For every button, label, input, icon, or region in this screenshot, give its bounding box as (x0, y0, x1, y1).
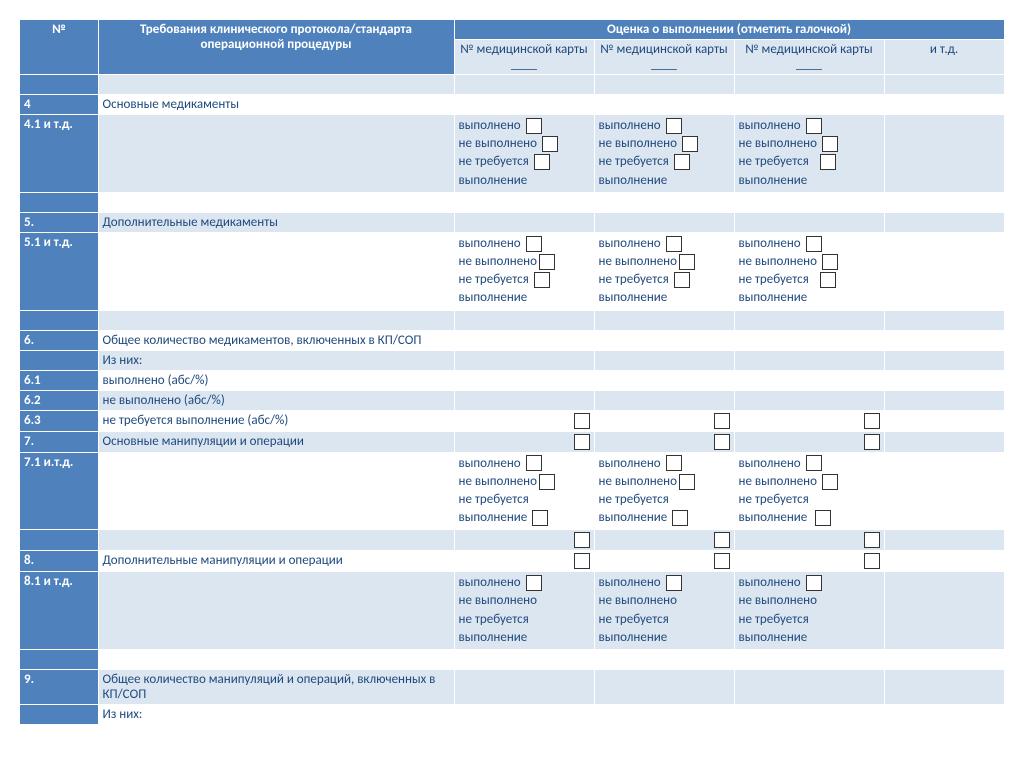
checkbox[interactable] (672, 510, 688, 526)
checkbox[interactable] (714, 553, 730, 569)
checkbox[interactable] (574, 434, 590, 450)
row-4-num: 4 (20, 95, 98, 115)
checkbox[interactable] (864, 413, 880, 429)
checkbox[interactable] (806, 236, 822, 252)
checkbox[interactable] (674, 272, 690, 288)
opts-71-c1: выполнено не выполнено не требуется выпо… (454, 452, 594, 530)
row-7-num: 7. (20, 431, 98, 452)
checkbox[interactable] (682, 136, 698, 152)
checkbox[interactable] (714, 434, 730, 450)
row-9a-txt: Из них: (98, 705, 454, 725)
checkbox[interactable] (666, 118, 682, 134)
row-71-num: 7.1 и.т.д. (20, 452, 98, 530)
checkbox[interactable] (532, 510, 548, 526)
row-8-txt: Дополнительные манипуляции и операции (98, 551, 454, 572)
opts-41-c3: выполнено не выполнено не требуется выпо… (734, 115, 884, 193)
row-6-txt: Общее количество медикаментов, включенны… (98, 330, 454, 350)
row-9-txt: Общее количество манипуляций и операций,… (98, 670, 454, 705)
row-61-txt: выполнено (абс/%) (98, 370, 454, 390)
opts-81-c1: выполнено не выполнено не требуется выпо… (454, 572, 594, 650)
checkbox[interactable] (666, 236, 682, 252)
row-7-txt: Основные манипуляции и операции (98, 431, 454, 452)
col-sub-card-2: № медицинской карты ____ (594, 40, 734, 75)
checkbox[interactable] (822, 254, 838, 270)
checkbox[interactable] (679, 254, 695, 270)
checkbox[interactable] (822, 474, 838, 490)
row-61-num: 6.1 (20, 370, 98, 390)
checkbox[interactable] (820, 272, 836, 288)
checkbox[interactable] (864, 434, 880, 450)
checkbox[interactable] (666, 455, 682, 471)
checkbox[interactable] (574, 553, 590, 569)
checkbox[interactable] (542, 136, 558, 152)
row-6-num: 6. (20, 330, 98, 350)
checkbox[interactable] (534, 154, 550, 170)
opts-81-c3: выполнено не выполнено не требуется выпо… (734, 572, 884, 650)
checkbox[interactable] (806, 118, 822, 134)
row-41-num: 4.1 и т.д. (20, 115, 98, 193)
checkbox[interactable] (526, 575, 542, 591)
row-62-num: 6.2 (20, 390, 98, 410)
col-sub-card-3: № медицинской карты ____ (734, 40, 884, 75)
row-4-txt: Основные медикаменты (98, 95, 454, 115)
checkbox[interactable] (714, 532, 730, 548)
checkbox[interactable] (820, 154, 836, 170)
opts-51-c1: выполнено не выполнено не требуется выпо… (454, 232, 594, 310)
checkbox[interactable] (806, 455, 822, 471)
checkbox[interactable] (534, 272, 550, 288)
opts-41-c1: выполнено не выполнено не требуется выпо… (454, 115, 594, 193)
col-header-num: № (20, 20, 98, 75)
checkbox[interactable] (679, 474, 695, 490)
row-8-num: 8. (20, 551, 98, 572)
row-63-num: 6.3 (20, 410, 98, 431)
checkbox[interactable] (539, 474, 555, 490)
row-63-txt: не требуется выполнение (абс/%) (98, 410, 454, 431)
checkbox[interactable] (526, 118, 542, 134)
checkbox[interactable] (574, 532, 590, 548)
row-81-num: 8.1 и т.д. (20, 572, 98, 650)
row-6a-txt: Из них: (98, 350, 454, 370)
col-header-eval: Оценка о выполнении (отметить галочкой) (454, 20, 1004, 40)
row-62-txt: не выполнено (абс/%) (98, 390, 454, 410)
opts-71-c3: выполнено не выполнено не требуется выпо… (734, 452, 884, 530)
checkbox[interactable] (822, 136, 838, 152)
checkbox[interactable] (526, 455, 542, 471)
checkbox[interactable] (806, 575, 822, 591)
checkbox[interactable] (666, 575, 682, 591)
row-5-num: 5. (20, 212, 98, 232)
opts-41-c2: выполнено не выполнено не требуется выпо… (594, 115, 734, 193)
col-sub-card-1: № медицинской карты ____ (454, 40, 594, 75)
checkbox[interactable] (815, 510, 831, 526)
opts-51-c2: выполнено не выполнено не требуется выпо… (594, 232, 734, 310)
row-9-num: 9. (20, 670, 98, 705)
clinical-protocol-table: № Требования клинического протокола/стан… (20, 20, 1005, 725)
row-5-txt: Дополнительные медикаменты (98, 212, 454, 232)
checkbox[interactable] (714, 413, 730, 429)
col-header-req: Требования клинического протокола/станда… (98, 20, 454, 75)
opts-71-c2: выполнено не выполнено не требуется выпо… (594, 452, 734, 530)
col-sub-etc: и т.д. (884, 40, 1004, 75)
checkbox[interactable] (864, 532, 880, 548)
opts-81-c2: выполнено не выполнено не требуется выпо… (594, 572, 734, 650)
checkbox[interactable] (574, 413, 590, 429)
opts-51-c3: выполнено не выполнено не требуется выпо… (734, 232, 884, 310)
checkbox[interactable] (864, 553, 880, 569)
checkbox[interactable] (539, 254, 555, 270)
checkbox[interactable] (674, 154, 690, 170)
row-51-num: 5.1 и т.д. (20, 232, 98, 310)
checkbox[interactable] (526, 236, 542, 252)
